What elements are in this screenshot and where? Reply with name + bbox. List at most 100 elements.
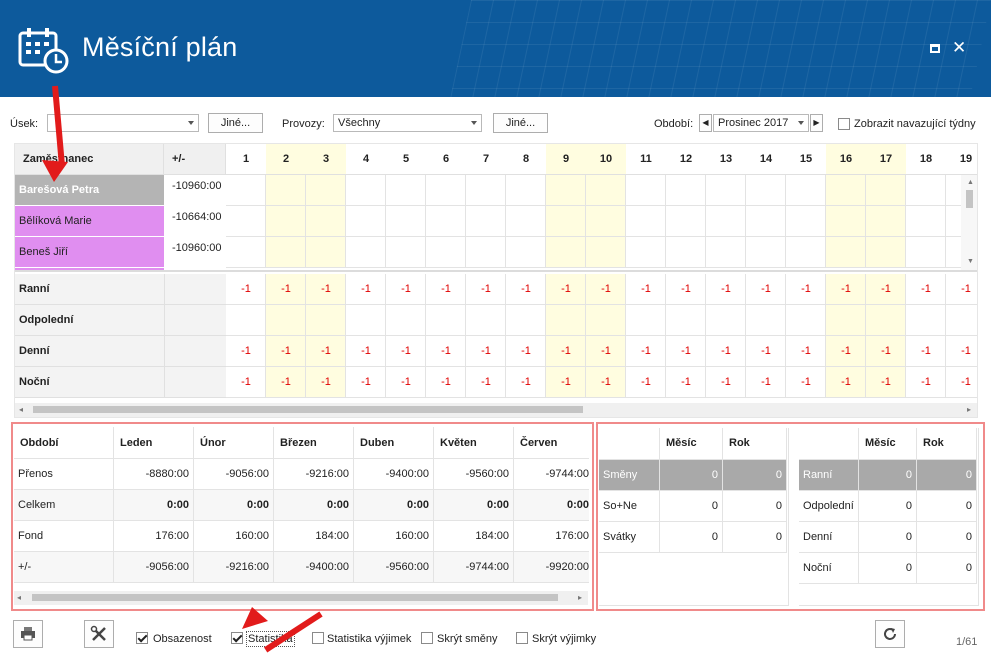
- plan-cell[interactable]: [306, 175, 346, 206]
- prev-month-button[interactable]: ◀: [699, 114, 712, 132]
- period-hscroll-thumb[interactable]: [32, 594, 558, 601]
- plan-cell[interactable]: [866, 237, 906, 268]
- plan-cell[interactable]: [786, 175, 826, 206]
- plan-cell[interactable]: [626, 237, 666, 268]
- plan-cell[interactable]: [746, 175, 786, 206]
- plan-cell[interactable]: [666, 206, 706, 237]
- period-hscrollbar[interactable]: ◂ ▸: [14, 591, 588, 605]
- stats-row-label[interactable]: Noční: [799, 553, 859, 584]
- plan-cell[interactable]: [506, 175, 546, 206]
- plan-hscroll-thumb[interactable]: [33, 406, 583, 413]
- plan-cell[interactable]: [906, 175, 946, 206]
- navazujici-checkbox[interactable]: [838, 118, 850, 130]
- day-header-15[interactable]: 15: [786, 144, 826, 175]
- plan-cell[interactable]: [386, 237, 426, 268]
- plan-cell[interactable]: [906, 237, 946, 268]
- plan-cell[interactable]: [626, 206, 666, 237]
- stats-row-label[interactable]: Směny: [599, 460, 660, 491]
- plan-cell[interactable]: [866, 206, 906, 237]
- day-header-7[interactable]: 7: [466, 144, 506, 175]
- plan-cell[interactable]: [546, 237, 586, 268]
- plan-vscroll-thumb[interactable]: [966, 190, 973, 208]
- plan-cell[interactable]: [386, 206, 426, 237]
- plan-cell[interactable]: [786, 237, 826, 268]
- statistika-vyjimek-checkbox[interactable]: [312, 632, 324, 644]
- employee-row[interactable]: Beneš Jiří: [15, 237, 164, 268]
- scroll-up-icon[interactable]: ▲: [967, 179, 974, 186]
- obdobi-combobox[interactable]: Prosinec 2017: [713, 114, 809, 132]
- next-month-button[interactable]: ▶: [810, 114, 823, 132]
- plan-cell[interactable]: [266, 175, 306, 206]
- plan-cell[interactable]: [466, 175, 506, 206]
- refresh-button[interactable]: [875, 620, 905, 648]
- plan-cell[interactable]: [266, 206, 306, 237]
- stats-row-label[interactable]: So+Ne: [599, 491, 660, 522]
- day-header-16[interactable]: 16: [826, 144, 866, 175]
- plan-cell[interactable]: [466, 237, 506, 268]
- restore-icon[interactable]: [930, 44, 940, 53]
- tools-button[interactable]: [84, 620, 114, 648]
- day-header-19[interactable]: 19: [946, 144, 977, 175]
- stats-row-label[interactable]: Odpolední: [799, 491, 859, 522]
- plan-vscrollbar[interactable]: ▲ ▼: [961, 175, 977, 270]
- stats-row-label[interactable]: Svátky: [599, 522, 660, 553]
- obsazenost-checkbox[interactable]: [136, 632, 148, 644]
- plan-cell[interactable]: [786, 206, 826, 237]
- plan-cell[interactable]: [546, 175, 586, 206]
- plan-cell[interactable]: [626, 175, 666, 206]
- day-header-14[interactable]: 14: [746, 144, 786, 175]
- plan-cell[interactable]: [386, 175, 426, 206]
- plan-cell[interactable]: [266, 237, 306, 268]
- plan-cell[interactable]: [426, 206, 466, 237]
- day-header-5[interactable]: 5: [386, 144, 426, 175]
- close-icon[interactable]: ✕: [952, 38, 967, 57]
- plan-cell[interactable]: [306, 237, 346, 268]
- plan-cell[interactable]: [546, 206, 586, 237]
- day-header-12[interactable]: 12: [666, 144, 706, 175]
- scroll-right-icon[interactable]: ▸: [578, 593, 583, 602]
- stats-row-label[interactable]: Ranní: [799, 460, 859, 491]
- plan-cell[interactable]: [346, 175, 386, 206]
- day-header-6[interactable]: 6: [426, 144, 466, 175]
- plan-hscrollbar[interactable]: ◂ ▸: [15, 403, 977, 417]
- plan-cell[interactable]: [826, 175, 866, 206]
- plan-cell[interactable]: [706, 206, 746, 237]
- plan-cell[interactable]: [226, 237, 266, 268]
- day-header-10[interactable]: 10: [586, 144, 626, 175]
- plan-cell[interactable]: [346, 237, 386, 268]
- employee-row[interactable]: Bělíková Marie: [15, 206, 164, 237]
- scroll-left-icon[interactable]: ◂: [17, 593, 22, 602]
- plan-cell[interactable]: [866, 175, 906, 206]
- day-header-4[interactable]: 4: [346, 144, 386, 175]
- plan-cell[interactable]: [706, 237, 746, 268]
- day-header-1[interactable]: 1: [226, 144, 266, 175]
- plan-cell[interactable]: [666, 175, 706, 206]
- day-header-9[interactable]: 9: [546, 144, 586, 175]
- day-header-17[interactable]: 17: [866, 144, 906, 175]
- provozy-combobox[interactable]: Všechny: [333, 114, 482, 132]
- plan-cell[interactable]: [666, 237, 706, 268]
- day-header-11[interactable]: 11: [626, 144, 666, 175]
- scroll-left-icon[interactable]: ◂: [19, 405, 24, 414]
- plan-cell[interactable]: [906, 206, 946, 237]
- day-header-3[interactable]: 3: [306, 144, 346, 175]
- plan-cell[interactable]: [586, 237, 626, 268]
- plan-cell[interactable]: [586, 175, 626, 206]
- plan-cell[interactable]: [466, 206, 506, 237]
- employee-row[interactable]: Barešová Petra: [15, 175, 164, 206]
- jine-usek-button[interactable]: Jiné...: [208, 113, 263, 133]
- plan-cell[interactable]: [306, 206, 346, 237]
- print-button[interactable]: [13, 620, 43, 648]
- plan-cell[interactable]: [746, 237, 786, 268]
- plan-cell[interactable]: [586, 206, 626, 237]
- skryt-vyjimky-checkbox[interactable]: [516, 632, 528, 644]
- plan-cell[interactable]: [226, 206, 266, 237]
- day-header-8[interactable]: 8: [506, 144, 546, 175]
- jine-provozy-button[interactable]: Jiné...: [493, 113, 548, 133]
- plan-cell[interactable]: [226, 175, 266, 206]
- plan-cell[interactable]: [826, 237, 866, 268]
- plan-cell[interactable]: [506, 206, 546, 237]
- plan-cell[interactable]: [506, 237, 546, 268]
- day-header-2[interactable]: 2: [266, 144, 306, 175]
- plan-cell[interactable]: [706, 175, 746, 206]
